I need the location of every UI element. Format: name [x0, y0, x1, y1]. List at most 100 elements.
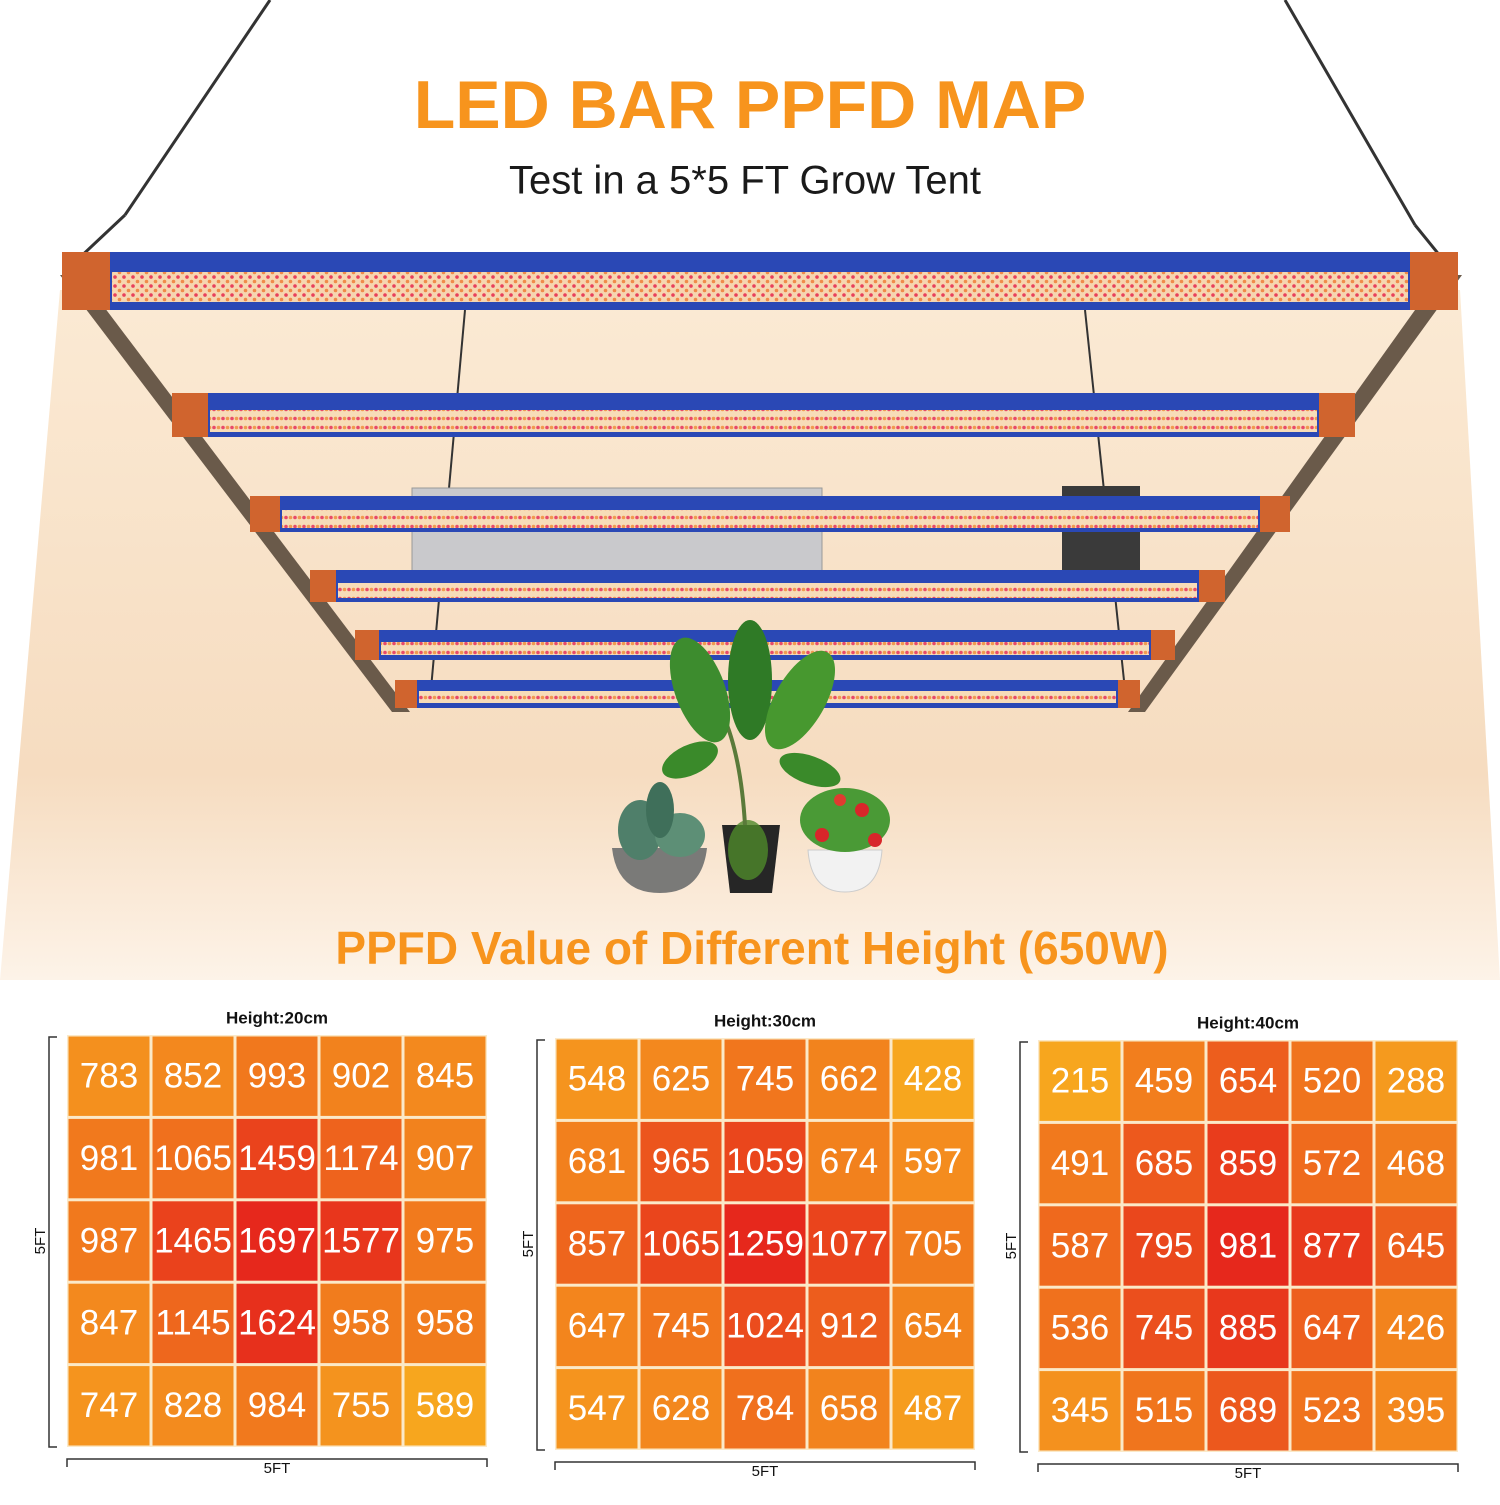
- cell: [236, 1283, 318, 1364]
- cell-value: 426: [1387, 1309, 1445, 1348]
- cell-value: 597: [904, 1142, 962, 1181]
- cell: [1375, 1288, 1457, 1369]
- cell-value: 1624: [238, 1304, 316, 1343]
- cell: [320, 1201, 402, 1281]
- cell-value: 1145: [155, 1304, 230, 1343]
- cell: [1123, 1206, 1205, 1286]
- cell-value: 647: [1303, 1309, 1361, 1348]
- cell: [1039, 1371, 1121, 1451]
- cell: [892, 1369, 974, 1449]
- cell-value: 965: [652, 1142, 710, 1181]
- cell: [556, 1039, 638, 1119]
- cell-value: 1065: [154, 1139, 232, 1178]
- cell: [320, 1283, 402, 1364]
- cell-value: 981: [80, 1139, 138, 1178]
- cell: [808, 1286, 890, 1367]
- cell-value: 1059: [726, 1142, 804, 1181]
- cell-value: 755: [332, 1386, 390, 1425]
- side-label: 5FT: [520, 1231, 537, 1258]
- cell-value: 902: [332, 1056, 390, 1095]
- cell: [1207, 1371, 1289, 1451]
- cell-value: 647: [568, 1307, 626, 1346]
- cell-value: 852: [164, 1056, 222, 1095]
- cell: [808, 1039, 890, 1119]
- cell: [640, 1204, 722, 1284]
- cell: [556, 1204, 638, 1284]
- bottom-label: 5FT: [752, 1463, 779, 1480]
- cell: [808, 1204, 890, 1284]
- cell: [1207, 1206, 1289, 1286]
- cell: [152, 1118, 234, 1199]
- cell: [640, 1286, 722, 1367]
- cell: [1375, 1206, 1457, 1286]
- cell-value: 885: [1219, 1309, 1277, 1348]
- cell: [640, 1039, 722, 1119]
- cell: [68, 1118, 150, 1199]
- cell: [1207, 1288, 1289, 1369]
- cell: [1207, 1123, 1289, 1204]
- cell: [404, 1118, 486, 1199]
- cell: [68, 1366, 150, 1446]
- cell: [724, 1039, 806, 1119]
- cell: [1123, 1123, 1205, 1204]
- cell: [1291, 1206, 1373, 1286]
- cell: [892, 1204, 974, 1284]
- side-bracket: [536, 1039, 545, 1451]
- cell-value: 981: [1219, 1226, 1277, 1265]
- bottom-bracket: [66, 1458, 488, 1467]
- cell: [640, 1121, 722, 1202]
- cell: [556, 1121, 638, 1202]
- cell-value: 628: [652, 1389, 710, 1428]
- cell: [724, 1121, 806, 1202]
- cell-value: 1465: [154, 1221, 232, 1260]
- cell: [556, 1369, 638, 1449]
- cell: [1039, 1206, 1121, 1286]
- title: LED BAR PPFD MAP: [414, 67, 1086, 143]
- cell-value: 987: [80, 1221, 138, 1260]
- cell-value: 784: [736, 1389, 794, 1428]
- cell: [1039, 1041, 1121, 1121]
- side-label: 5FT: [1003, 1233, 1020, 1260]
- cell: [320, 1366, 402, 1446]
- cell-value: 745: [652, 1307, 710, 1346]
- bottom-label: 5FT: [1235, 1465, 1262, 1482]
- cell-value: 428: [904, 1059, 962, 1098]
- cell-value: 845: [416, 1056, 474, 1095]
- cell-value: 662: [820, 1059, 878, 1098]
- cell-value: 993: [248, 1056, 306, 1095]
- cell-value: 589: [416, 1386, 474, 1425]
- light-fixture: [60, 252, 1462, 712]
- cell-value: 907: [416, 1139, 474, 1178]
- side-bracket: [48, 1036, 57, 1448]
- cell-value: 745: [1135, 1309, 1193, 1348]
- side-bracket: [1019, 1041, 1028, 1453]
- plants: [612, 620, 890, 893]
- cell: [68, 1283, 150, 1364]
- cell-value: 958: [416, 1304, 474, 1343]
- cell-value: 654: [904, 1307, 962, 1346]
- cell: [808, 1369, 890, 1449]
- cell: [152, 1366, 234, 1446]
- cell-value: 625: [652, 1059, 710, 1098]
- cell-value: 857: [568, 1224, 626, 1263]
- cell-value: 783: [80, 1056, 138, 1095]
- ppfd-map: Height:30cm 548 625 745 662 428 681 965 1059 674 5…: [520, 1011, 976, 1480]
- cell-value: 491: [1051, 1144, 1109, 1183]
- cell: [320, 1118, 402, 1199]
- cell: [1123, 1041, 1205, 1121]
- cell: [1291, 1123, 1373, 1204]
- cell: [1207, 1041, 1289, 1121]
- cell: [152, 1283, 234, 1364]
- cell-value: 1024: [726, 1307, 804, 1346]
- cell: [1123, 1288, 1205, 1369]
- map-label: Height:30cm: [714, 1011, 816, 1030]
- side-label: 5FT: [32, 1228, 49, 1255]
- cell-value: 645: [1387, 1226, 1445, 1265]
- cell-value: 1259: [726, 1224, 804, 1263]
- cell: [404, 1366, 486, 1446]
- cell-value: 1577: [322, 1221, 400, 1260]
- cell-value: 547: [568, 1389, 626, 1428]
- cell: [556, 1286, 638, 1367]
- cell: [1375, 1371, 1457, 1451]
